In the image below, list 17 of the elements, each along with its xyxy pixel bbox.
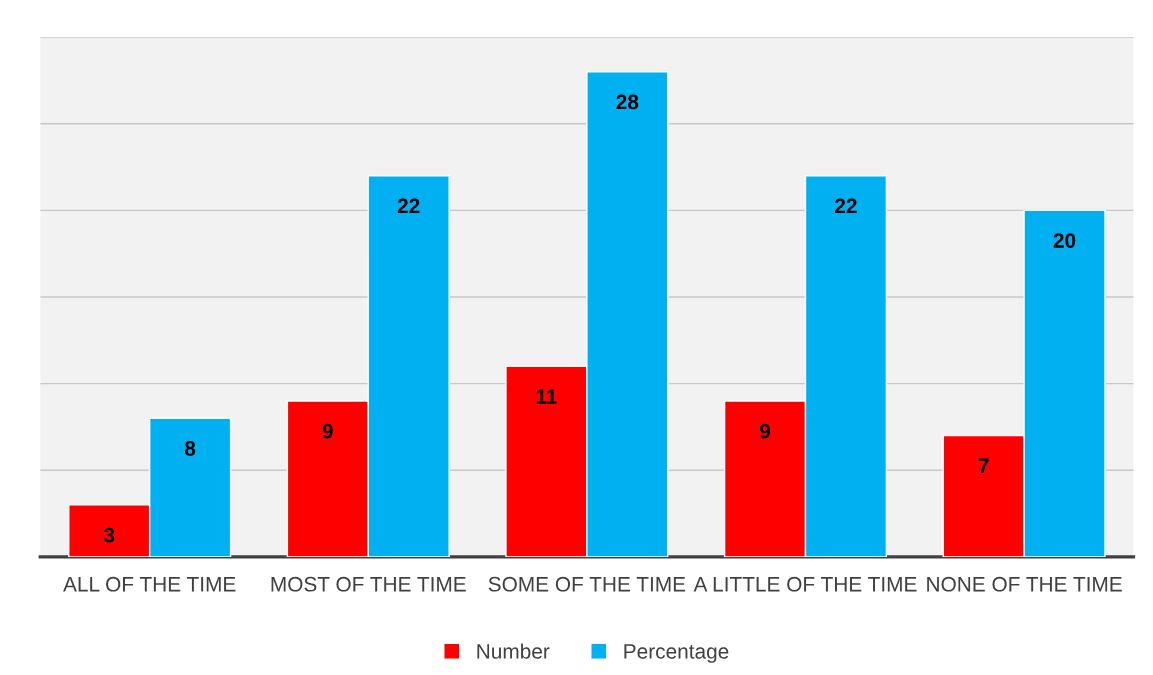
x-tick-label: MOST OF THE TIME — [271, 576, 466, 592]
data-label: 9 — [759, 423, 771, 439]
data-label: 8 — [184, 441, 196, 456]
x-tick-label: A LITTLE OF THE TIME — [693, 576, 917, 592]
data-label: 3 — [103, 527, 115, 543]
data-label: 11 — [536, 389, 557, 404]
legend-label: Number — [477, 643, 550, 659]
data-label: 22 — [397, 198, 420, 214]
x-tick-label: ALL OF THE TIME — [63, 576, 236, 592]
data-label: 28 — [616, 94, 639, 110]
data-label: 20 — [1053, 233, 1076, 248]
x-tick-label: SOME OF THE TIME — [488, 576, 686, 592]
data-label: 7 — [978, 458, 989, 473]
data-label: 22 — [835, 198, 857, 214]
data-label: 9 — [322, 423, 333, 439]
legend-label: Percentage — [624, 644, 729, 663]
x-tick-label: NONE OF THE TIME — [927, 576, 1122, 592]
